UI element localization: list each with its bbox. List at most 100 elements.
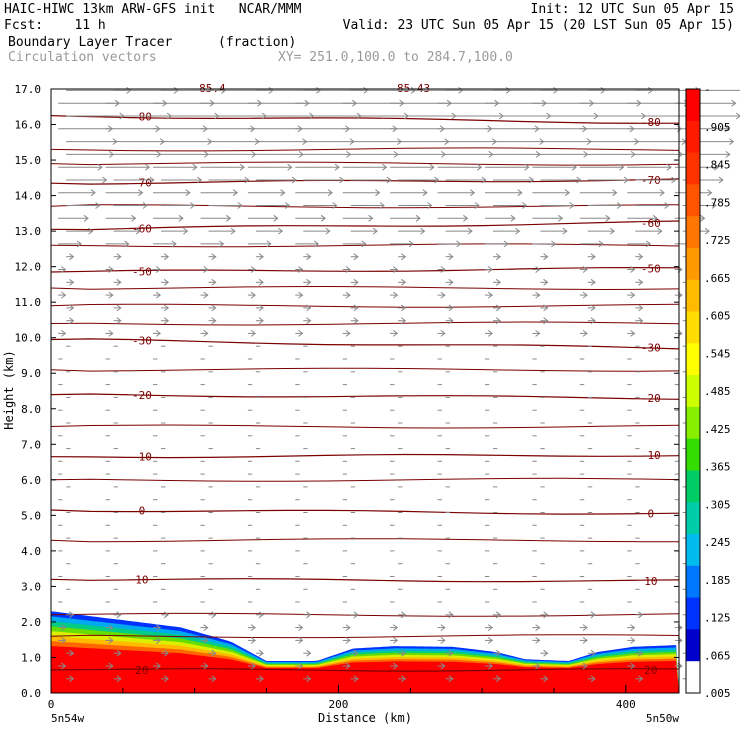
contour-label-left: 0: [139, 505, 146, 518]
vector-head: [197, 176, 203, 184]
temperature-contour: [50, 220, 680, 231]
vector-head: [551, 240, 557, 248]
temperature-contour: [50, 303, 680, 308]
vector-head: [543, 611, 549, 619]
temperature-contour: [50, 424, 680, 429]
vector-head: [211, 649, 217, 657]
temperature-contour: [50, 161, 680, 166]
vector-head: [448, 278, 454, 286]
vector-head: [517, 189, 523, 197]
vector-head: [401, 611, 407, 619]
vector-head: [69, 304, 75, 312]
vector-head: [361, 240, 367, 248]
temperature-contour: [50, 243, 680, 248]
vector-head: [353, 611, 359, 619]
vector-head: [448, 304, 454, 312]
vector-head: [535, 266, 541, 273]
vector-head: [116, 304, 122, 312]
vector-head: [393, 662, 399, 670]
vector-head: [250, 624, 256, 631]
vector-head: [582, 637, 588, 644]
colorbar-label: .605: [704, 310, 731, 323]
vector-head: [124, 240, 130, 248]
vector-head: [725, 151, 731, 158]
vector-head: [495, 253, 502, 261]
temperature-contour: [50, 393, 680, 400]
vector-head: [211, 611, 217, 619]
vector-head: [138, 189, 144, 197]
vector-head: [266, 240, 272, 248]
vector-head: [474, 202, 480, 209]
vector-head: [171, 240, 177, 248]
vector-head: [211, 278, 217, 286]
vector-head: [623, 176, 629, 184]
vector-head: [605, 214, 611, 222]
vector-head: [638, 304, 644, 312]
colorbar-swatch: [686, 120, 700, 154]
vector-head: [327, 189, 333, 197]
vector-head: [630, 662, 636, 670]
temperature-contour: [50, 285, 680, 291]
colorbar: - .905 .845 .785 .725 .665 .605 .545 .485 .425 .36…: [685, 83, 731, 700]
vector-head: [273, 214, 279, 222]
vector-head: [339, 176, 345, 184]
vector-head: [258, 253, 264, 261]
vector-head: [408, 240, 414, 248]
vector-head: [211, 675, 217, 683]
vector-head: [69, 649, 75, 657]
colorbar-swatch: [686, 184, 700, 217]
vector-head: [353, 317, 359, 325]
vector-head: [590, 675, 596, 683]
contour-label-left: 10: [135, 574, 148, 587]
vector-head: [250, 330, 256, 337]
vector-head: [298, 662, 304, 670]
vector-head: [88, 227, 94, 235]
temperature-contour: [50, 115, 680, 124]
vector-head: [612, 189, 618, 197]
vector-head: [630, 291, 636, 299]
vector-head: [379, 202, 385, 209]
vector-head: [219, 240, 225, 248]
vector-head: [487, 637, 494, 644]
colorbar-label: .005: [704, 687, 731, 700]
vector-head: [401, 253, 407, 261]
vector-head: [401, 278, 407, 286]
vector-head: [724, 125, 730, 133]
vector-head: [440, 637, 446, 644]
colorbar-swatch: [686, 470, 700, 503]
vector-head: [298, 330, 304, 337]
vector-head: [495, 611, 502, 619]
vector-head: [345, 330, 351, 337]
vector-head: [69, 675, 75, 683]
contour-label-right: 0: [648, 507, 655, 520]
y-tick-label: 5.0: [21, 509, 41, 522]
vector-head: [61, 624, 67, 631]
vector-head: [345, 637, 351, 644]
vector-head: [495, 278, 502, 286]
vector-head: [211, 253, 217, 261]
vector-head: [564, 189, 571, 197]
vector-head: [345, 291, 351, 299]
colorbar-swatch: [686, 406, 700, 440]
vector-head: [558, 214, 564, 222]
x-end-label-left: 5n54w: [51, 712, 84, 725]
vector-head: [61, 662, 67, 670]
vector-head: [735, 112, 740, 120]
vector-head: [630, 151, 636, 158]
vector-head: [590, 611, 596, 619]
vector-head: [630, 266, 636, 273]
vector-head: [582, 624, 588, 631]
vector-head: [401, 675, 407, 683]
vector-head: [477, 163, 483, 171]
x-axis-title: Distance (km): [318, 711, 412, 725]
vector-head: [543, 304, 549, 312]
vector-head: [576, 176, 582, 184]
vector-head: [495, 675, 502, 683]
vector-head: [135, 227, 141, 235]
vector-head: [638, 278, 644, 286]
vector-head: [487, 291, 494, 299]
vector-head: [582, 266, 588, 273]
vector-head: [163, 317, 170, 325]
colorbar-swatch: [686, 343, 700, 376]
vector-head: [495, 649, 502, 657]
